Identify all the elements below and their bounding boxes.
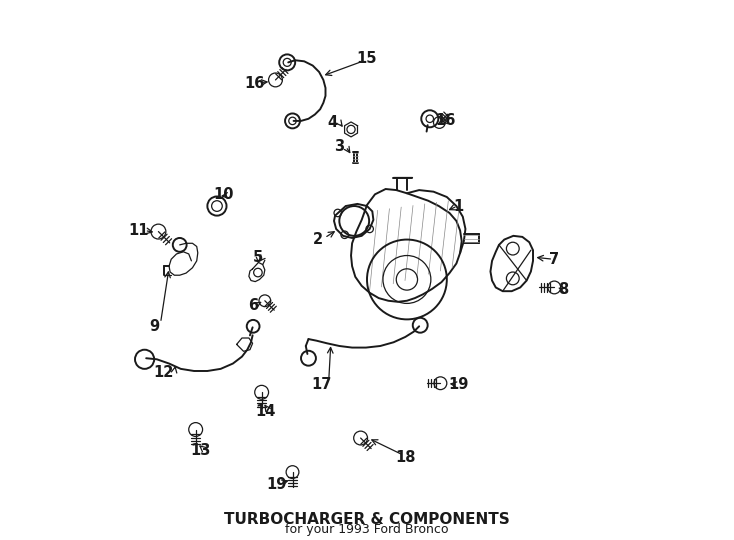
Text: 12: 12: [153, 365, 174, 380]
Text: 3: 3: [334, 139, 344, 154]
Text: 17: 17: [312, 377, 332, 393]
Text: 11: 11: [128, 223, 148, 238]
Text: 2: 2: [313, 232, 323, 247]
Text: 14: 14: [255, 404, 276, 419]
Text: 1: 1: [454, 199, 464, 213]
Text: 10: 10: [213, 187, 233, 202]
Text: 6: 6: [248, 298, 258, 313]
Text: 18: 18: [395, 450, 415, 465]
Text: TURBOCHARGER & COMPONENTS: TURBOCHARGER & COMPONENTS: [224, 512, 510, 528]
Polygon shape: [344, 122, 357, 137]
Text: 8: 8: [558, 281, 568, 296]
Text: 16: 16: [435, 113, 456, 129]
Text: 4: 4: [327, 115, 338, 130]
Text: 19: 19: [266, 477, 287, 492]
Text: 16: 16: [244, 76, 264, 91]
Text: 5: 5: [252, 249, 263, 265]
Text: 7: 7: [549, 252, 559, 267]
Text: 13: 13: [191, 443, 211, 458]
Text: 15: 15: [357, 51, 377, 66]
Text: 19: 19: [448, 377, 469, 393]
Text: 9: 9: [149, 319, 159, 334]
Text: for your 1993 Ford Bronco: for your 1993 Ford Bronco: [286, 523, 448, 536]
